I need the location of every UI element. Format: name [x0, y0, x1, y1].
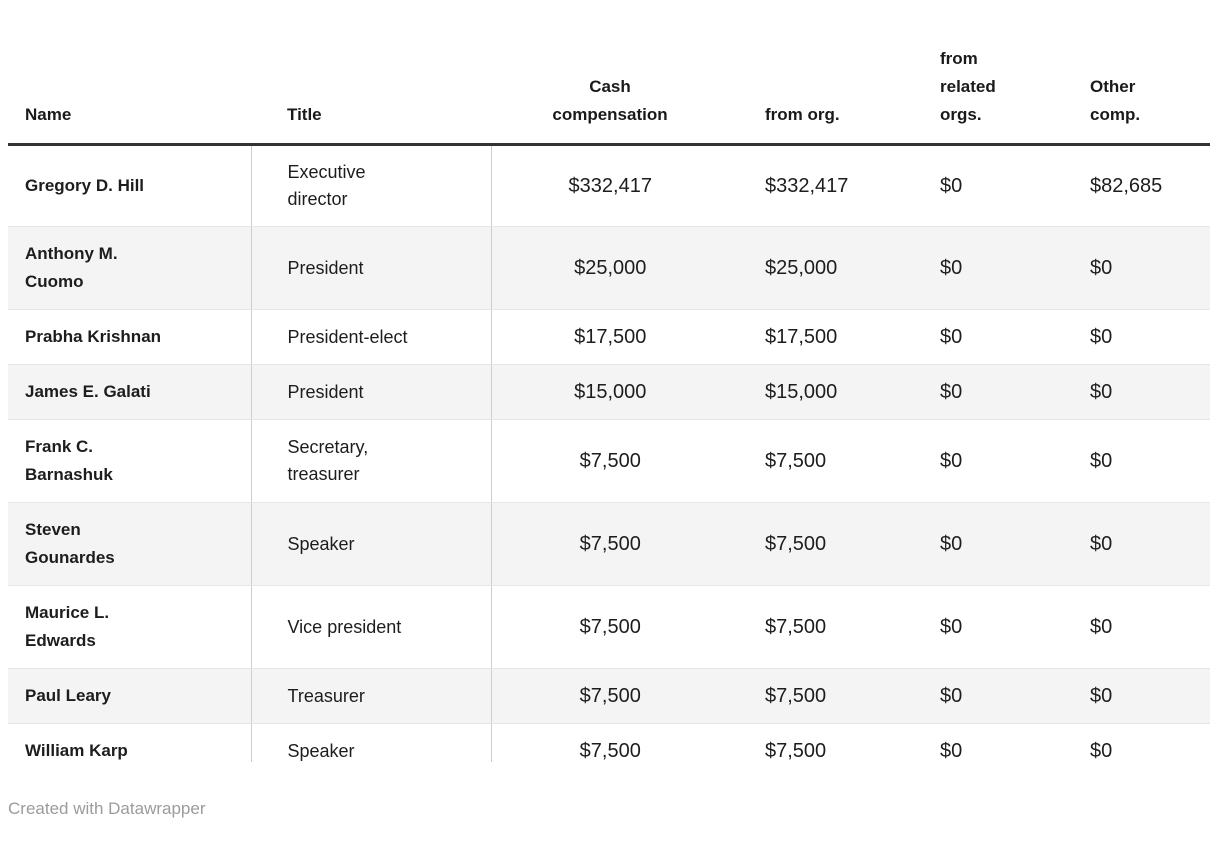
table-cell-from_related: $0 [905, 723, 1055, 762]
table-row: William Karp Speaker $7,500 $7,500 $0 $0 [8, 723, 1210, 762]
table-viewport: Name Title Cash compensation from org. from … [8, 29, 1210, 762]
column-header-name: Name [8, 29, 251, 146]
table-cell-other: $82,685 [1055, 144, 1210, 227]
table-cell-from_org: $15,000 [729, 364, 905, 420]
table-cell-title: President-elect [251, 309, 492, 365]
table-cell-name: Steven Gounardes [8, 502, 252, 586]
table-cell-title: Speaker [251, 502, 492, 586]
table-cell-cash: $7,500 [491, 585, 729, 669]
page: { "chart_data": { "type": "table", "colu… [0, 29, 1220, 867]
table-cell-cash: $332,417 [491, 144, 729, 227]
table-row: Prabha Krishnan President-elect $17,500 $17… [8, 309, 1210, 365]
table-cell-from_org: $7,500 [729, 419, 905, 503]
table-cell-from_org: $25,000 [729, 226, 905, 310]
table-cell-from_related: $0 [905, 364, 1055, 420]
table-cell-cash: $7,500 [491, 723, 729, 762]
table-cell-from_org: $7,500 [729, 585, 905, 669]
table-cell-from_related: $0 [905, 419, 1055, 503]
table-row: Gregory D. Hill Executive director $332,41… [8, 144, 1210, 227]
table-cell-from_related: $0 [905, 668, 1055, 724]
table-cell-from_org: $7,500 [729, 502, 905, 586]
table-cell-from_org: $17,500 [729, 309, 905, 365]
table-cell-from_org: $7,500 [729, 668, 905, 724]
table-cell-name: Prabha Krishnan [8, 309, 252, 365]
table-cell-cash: $15,000 [491, 364, 729, 420]
table-cell-name: Paul Leary [8, 668, 252, 724]
table-cell-name: Maurice L. Edwards [8, 585, 252, 669]
table-cell-other: $0 [1055, 668, 1210, 724]
table-cell-cash: $17,500 [491, 309, 729, 365]
table-cell-other: $0 [1055, 419, 1210, 503]
table-row: Maurice L. Edwards Vice president $7,500 $7… [8, 585, 1210, 669]
table-body: Gregory D. Hill Executive director $332,41… [8, 144, 1210, 762]
table-cell-title: President [251, 364, 492, 420]
table-row: Paul Leary Treasurer $7,500 $7,500 $0 $0 [8, 668, 1210, 724]
table-cell-other: $0 [1055, 364, 1210, 420]
table-cell-title: Secretary, treasurer [251, 419, 492, 503]
table-cell-name: William Karp [8, 723, 252, 762]
column-header-other: Other comp. [1055, 29, 1210, 146]
table-cell-cash: $25,000 [491, 226, 729, 310]
table-cell-other: $0 [1055, 226, 1210, 310]
table-row: Steven Gounardes Speaker $7,500 $7,500 $0 $0 [8, 502, 1210, 586]
table-cell-other: $0 [1055, 585, 1210, 669]
table-cell-cash: $7,500 [491, 668, 729, 724]
table-cell-name: Anthony M. Cuomo [8, 226, 252, 310]
table-cell-cash: $7,500 [491, 502, 729, 586]
table-cell-from_related: $0 [905, 585, 1055, 669]
datawrapper-credit: Created with Datawrapper [8, 799, 206, 818]
table-cell-from_related: $0 [905, 502, 1055, 586]
table-header: Name Title Cash compensation from org. from … [8, 29, 1210, 146]
table-cell-other: $0 [1055, 723, 1210, 762]
table-cell-title: Executive director [251, 144, 492, 227]
table-cell-name: Frank C. Barnashuk [8, 419, 252, 503]
compensation-table: Name Title Cash compensation from org. from … [8, 29, 1210, 762]
column-header-from_related: from related orgs. [905, 29, 1055, 146]
column-header-from_org: from org. [729, 29, 905, 146]
column-header-cash: Cash compensation [491, 29, 729, 146]
table-cell-title: Speaker [251, 723, 492, 762]
table-cell-other: $0 [1055, 502, 1210, 586]
table-cell-name: James E. Galati [8, 364, 252, 420]
table-cell-title: President [251, 226, 492, 310]
table-cell-title: Vice president [251, 585, 492, 669]
table-row: Anthony M. Cuomo President $25,000 $25,000 $… [8, 226, 1210, 310]
table-cell-name: Gregory D. Hill [8, 144, 252, 227]
table-cell-from_related: $0 [905, 226, 1055, 310]
table-cell-from_org: $332,417 [729, 144, 905, 227]
header-row: Name Title Cash compensation from org. from … [8, 29, 1210, 146]
table-cell-from_org: $7,500 [729, 723, 905, 762]
table-row: Frank C. Barnashuk Secretary, treasurer $7… [8, 419, 1210, 503]
table-cell-cash: $7,500 [491, 419, 729, 503]
table-cell-from_related: $0 [905, 309, 1055, 365]
column-header-title: Title [251, 29, 491, 146]
table-row: James E. Galati President $15,000 $15,000 $0… [8, 364, 1210, 420]
table-cell-other: $0 [1055, 309, 1210, 365]
table-cell-from_related: $0 [905, 144, 1055, 227]
table-cell-title: Treasurer [251, 668, 492, 724]
